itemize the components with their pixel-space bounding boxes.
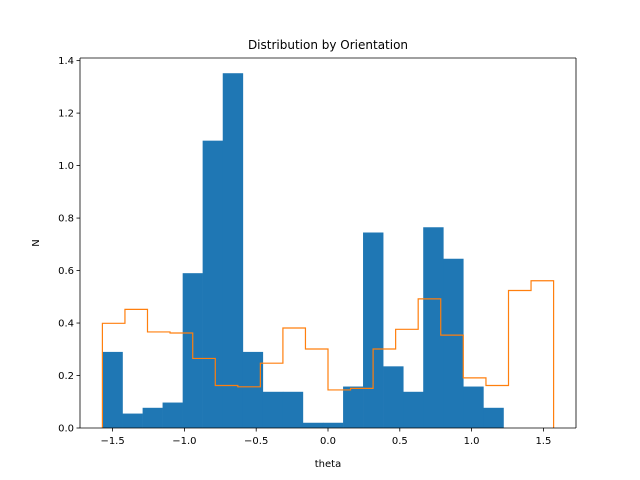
y-tick-label: 0.2: [58, 371, 74, 382]
filled-bar: [222, 73, 244, 429]
y-tick-label: 1.4: [58, 56, 74, 67]
x-tick-label: 0.5: [392, 436, 408, 447]
y-tick-label: 1.2: [58, 109, 74, 120]
filled-bar: [302, 422, 324, 428]
filled-bar: [282, 391, 304, 428]
x-tick-label: −1.5: [100, 436, 124, 447]
filled-bar: [443, 258, 464, 428]
y-tick-label: 0.4: [58, 319, 74, 330]
filled-bar: [403, 391, 424, 428]
x-tick-label: −1.0: [172, 436, 196, 447]
x-tick-label: −0.5: [244, 436, 268, 447]
x-axis-ticks: −1.5 −1.0 −0.5 0.0 0.5 1.0 1.5: [100, 428, 551, 447]
x-tick-label: 1.0: [464, 436, 480, 447]
y-tick-label: 0.0: [58, 424, 74, 435]
y-tick-label: 0.8: [58, 214, 74, 225]
filled-bar: [102, 351, 123, 428]
filled-bar: [463, 386, 484, 428]
y-axis-label: N: [31, 239, 42, 246]
filled-bar: [483, 407, 504, 428]
x-axis-label: theta: [315, 459, 341, 470]
filled-bars-group: [102, 73, 504, 429]
filled-bar: [242, 351, 264, 428]
filled-bar: [322, 422, 344, 428]
filled-bar: [383, 366, 404, 428]
filled-bar: [423, 227, 444, 428]
chart-title: Distribution by Orientation: [248, 38, 408, 52]
y-tick-label: 0.6: [58, 266, 74, 277]
x-tick-label: 0.0: [320, 436, 336, 447]
step-series-outline: [101, 280, 555, 428]
filled-bar: [343, 386, 364, 428]
filled-bar: [142, 407, 163, 428]
filled-bar: [122, 413, 143, 428]
filled-bar: [202, 140, 224, 428]
filled-bar: [162, 402, 183, 428]
filled-bar: [363, 232, 384, 428]
filled-bar: [262, 391, 284, 428]
y-tick-label: 1.0: [58, 161, 74, 172]
x-tick-label: 1.5: [535, 436, 551, 447]
y-axis-ticks: 0.0 0.2 0.4 0.6 0.8 1.0 1.2 1.4: [58, 56, 80, 435]
